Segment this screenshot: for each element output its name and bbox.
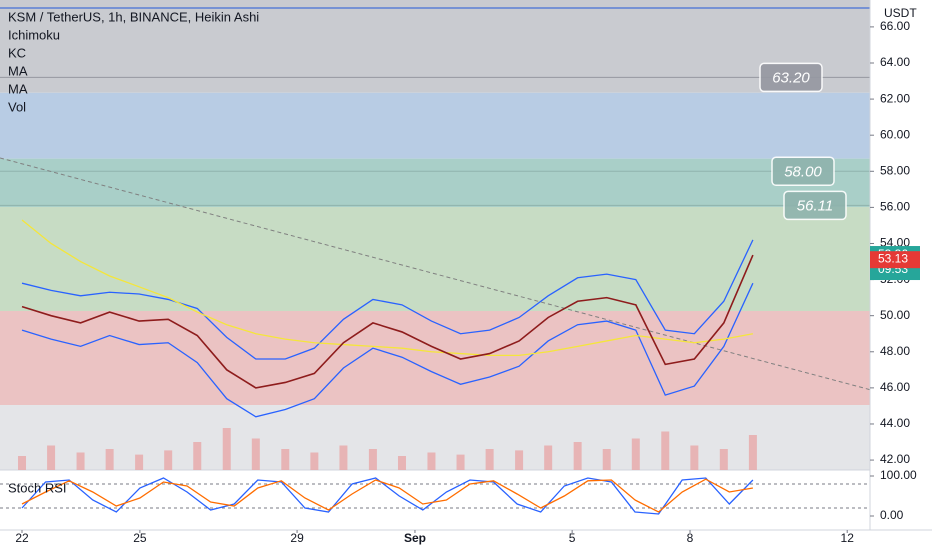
ma-price-tag xyxy=(870,251,920,269)
series-line xyxy=(21,282,754,418)
volume-bar xyxy=(397,456,406,470)
price-zone xyxy=(0,207,870,311)
volume-bar xyxy=(661,431,670,470)
x-tick-label: Sep xyxy=(404,531,426,545)
y-tick-label: 56.00 xyxy=(880,200,910,214)
volume-bar xyxy=(602,449,611,470)
volume-bar xyxy=(427,452,436,470)
time-axis xyxy=(0,530,932,550)
volume-bar xyxy=(368,449,377,470)
volume-bar xyxy=(573,442,582,470)
series-line xyxy=(21,219,754,357)
level-label: 58.00 xyxy=(784,163,822,180)
y-tick-label: 64.00 xyxy=(880,55,910,69)
volume-bar xyxy=(456,454,465,470)
indicator-name: MA xyxy=(8,63,28,78)
level-label-box xyxy=(759,62,823,93)
x-tick-label: 29 xyxy=(290,531,304,545)
trendline xyxy=(0,157,871,391)
price-zone xyxy=(0,158,870,208)
volume-bar xyxy=(310,452,319,470)
y-tick-label: 0.00 xyxy=(880,508,904,522)
level-label: 56.11 xyxy=(797,197,833,214)
indicator-name: KC xyxy=(8,45,26,60)
axis-unit: USDT xyxy=(884,6,917,20)
y-tick-label: 42.00 xyxy=(880,452,910,466)
volume-bar xyxy=(193,442,202,470)
y-tick-label: 58.00 xyxy=(880,163,910,177)
volume-bar xyxy=(485,449,494,470)
level-label: 63.20 xyxy=(772,69,810,86)
volume-bar xyxy=(164,450,173,470)
volume-bar xyxy=(281,449,290,470)
x-tick-label: 22 xyxy=(15,531,29,545)
x-tick-label: 5 xyxy=(569,531,576,545)
y-tick-label: 100.00 xyxy=(880,468,917,482)
price-zone xyxy=(0,310,870,406)
volume-bar xyxy=(47,445,56,470)
series-line xyxy=(21,477,754,515)
price-zone xyxy=(0,92,870,159)
y-tick-label: 50.00 xyxy=(880,308,910,322)
ma-price: 53.13 xyxy=(878,251,908,265)
volume-bar xyxy=(515,450,524,470)
volume-bar xyxy=(135,454,144,470)
indicator-name: MA xyxy=(8,81,28,96)
volume-bar xyxy=(18,456,27,470)
x-tick-label: 8 xyxy=(687,531,694,545)
y-tick-label: 66.00 xyxy=(880,19,910,33)
series-line xyxy=(21,478,754,513)
volume-bar xyxy=(748,435,757,470)
volume-bar xyxy=(339,445,348,470)
volume-bar xyxy=(105,449,114,470)
volume-bar xyxy=(76,452,85,470)
y-tick-label: 60.00 xyxy=(880,127,910,141)
y-tick-label: 62.00 xyxy=(880,91,910,105)
x-tick-label: 25 xyxy=(133,531,147,545)
indicator-name: Vol xyxy=(8,99,26,114)
volume-bar xyxy=(719,449,728,470)
y-tick-label: 46.00 xyxy=(880,380,910,394)
series-line xyxy=(21,239,754,360)
chart-title: KSM / TetherUS, 1h, BINANCE, Heikin Ashi xyxy=(8,9,259,24)
volume-bar xyxy=(631,438,640,470)
level-label-box xyxy=(771,156,835,187)
volume-bar xyxy=(251,438,260,470)
series-line xyxy=(21,254,754,389)
volume-bar xyxy=(544,445,553,470)
volume-bar xyxy=(690,445,699,470)
stoch-title: Stoch RSI xyxy=(8,480,67,495)
volume-bar xyxy=(222,428,231,470)
level-label-box xyxy=(783,190,847,221)
x-tick-label: 12 xyxy=(841,531,855,545)
y-tick-label: 48.00 xyxy=(880,344,910,358)
indicator-name: Ichimoku xyxy=(8,27,60,42)
y-tick-label: 44.00 xyxy=(880,416,910,430)
